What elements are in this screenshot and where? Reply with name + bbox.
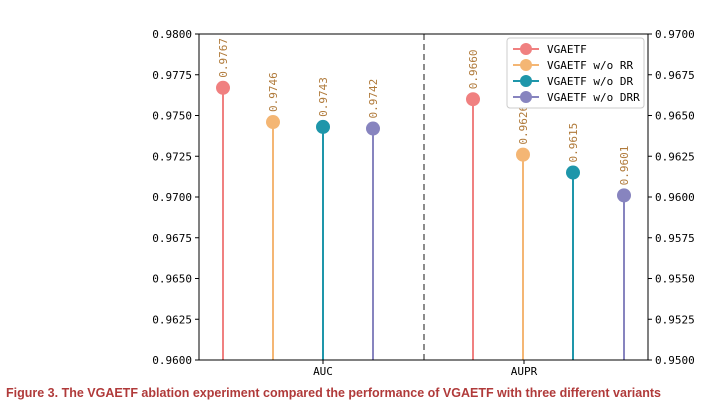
left-tick-label: 0.9725 [152, 150, 192, 163]
left-tick-label: 0.9600 [152, 354, 192, 367]
figure-caption: Figure 3. The VGAETF ablation experiment… [6, 386, 661, 400]
legend-label-3: VGAETF w/o DR [547, 75, 633, 88]
x-tick-label-aupr: AUPR [511, 365, 538, 378]
value-label-auc-1: 0.9767 [217, 38, 230, 78]
right-tick-label: 0.9500 [655, 354, 695, 367]
legend-box [506, 37, 645, 109]
value-label-aupr-2: 0.9626 [517, 105, 530, 145]
marker-auc-1 [216, 80, 230, 95]
value-label-aupr-4: 0.9601 [618, 146, 631, 186]
left-tick-label: 0.9625 [152, 313, 192, 326]
legend-label-1: VGAETF [547, 43, 587, 56]
marker-aupr-1 [466, 92, 480, 107]
right-tick-label: 0.9550 [655, 273, 695, 286]
ablation-lollipop-chart: 0.9767 0.9660 0.9746 0.9626 0.9743 0.9615 0.97… [152, 28, 695, 378]
marker-auc-2 [266, 115, 280, 130]
right-tick-label: 0.9525 [655, 313, 695, 326]
left-tick-label: 0.9800 [152, 28, 192, 41]
left-tick-label: 0.9750 [152, 110, 192, 123]
value-label-auc-2: 0.9746 [267, 72, 280, 112]
left-tick-label: 0.9775 [152, 69, 192, 82]
marker-aupr-3 [566, 165, 580, 180]
right-tick-label: 0.9700 [655, 28, 695, 41]
right-tick-label: 0.9625 [655, 150, 695, 163]
legend-label-2: VGAETF w/o RR [547, 59, 633, 72]
legend-label-4: VGAETF w/o DRR [547, 91, 640, 104]
x-tick-label-auc: AUC [313, 365, 333, 378]
marker-auc-4 [366, 121, 380, 136]
left-tick-label: 0.9650 [152, 273, 192, 286]
value-label-auc-3: 0.9743 [317, 77, 330, 117]
right-tick-label: 0.9575 [655, 232, 695, 245]
legend-marker-1 [520, 43, 532, 55]
value-label-auc-4: 0.9742 [367, 79, 380, 119]
marker-aupr-2 [516, 147, 530, 162]
left-tick-label: 0.9700 [152, 191, 192, 204]
legend-marker-4 [520, 91, 532, 103]
left-tick-label: 0.9675 [152, 232, 192, 245]
right-tick-label: 0.9650 [655, 110, 695, 123]
marker-auc-3 [316, 119, 330, 134]
value-label-aupr-1: 0.9660 [467, 49, 480, 89]
right-tick-label: 0.9600 [655, 191, 695, 204]
value-label-aupr-3: 0.9615 [567, 123, 580, 163]
legend-marker-2 [520, 59, 532, 71]
legend-marker-3 [520, 75, 532, 87]
right-tick-label: 0.9675 [655, 69, 695, 82]
marker-aupr-4 [617, 188, 631, 203]
